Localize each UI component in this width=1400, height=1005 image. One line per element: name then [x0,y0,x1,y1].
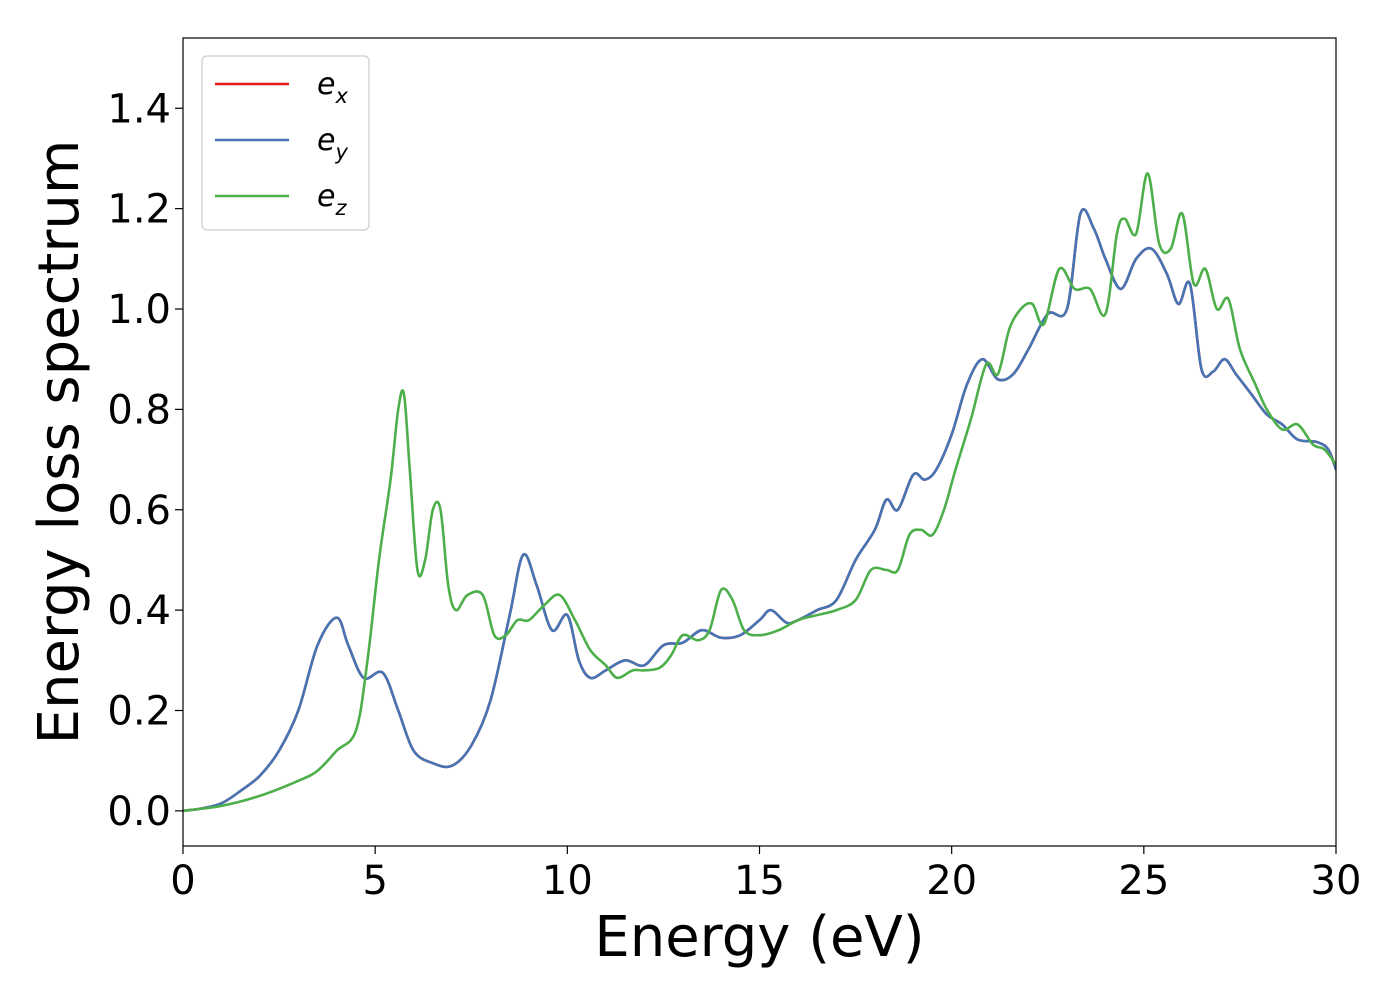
y-tick-label: 0.4 [107,588,171,634]
legend-box [201,55,370,231]
series-line-e-z [183,172,1336,813]
y-tick-label: 1.0 [107,287,171,333]
y-tick-label: 1.4 [107,86,171,132]
y-tick-label: 0.2 [107,688,171,734]
x-axis-ticks: 0 5 10 15 20 25 30 [170,846,1361,904]
x-tick-label: 0 [170,858,195,904]
series-layer [183,172,1336,813]
y-tick-label: 1.2 [107,187,171,233]
x-tick-label: 30 [1311,858,1362,904]
y-tick-label: 0.6 [107,488,171,534]
x-tick-label: 5 [362,858,387,904]
legend-label-e-x: ex [317,67,348,108]
x-tick-label: 20 [926,858,977,904]
legend: ex ey ez [201,55,370,231]
x-axis-label: Energy (eV) [594,905,924,970]
legend-label-e-y: ey [317,123,348,164]
y-tick-label: 0.0 [107,789,171,835]
x-tick-label: 25 [1118,858,1169,904]
y-tick-label: 0.8 [107,387,171,433]
series-line-e-y [183,207,1336,813]
y-axis-label: Energy loss spectrum [27,140,92,745]
y-axis-ticks: 0.0 0.2 0.4 0.6 0.8 1.0 1.2 1.4 [107,86,183,835]
x-tick-label: 15 [734,858,785,904]
series-line-e-x [183,207,1336,813]
legend-label-e-z: ez [317,179,347,220]
x-tick-label: 10 [542,858,593,904]
